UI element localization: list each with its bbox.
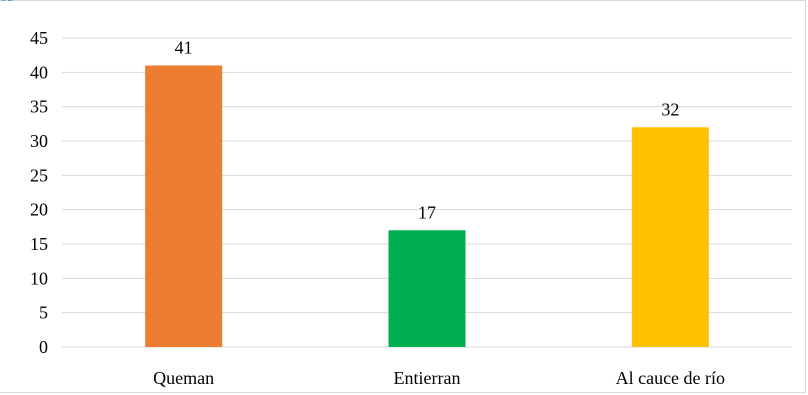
data-labels: 41 17 32 — [175, 37, 680, 222]
x-axis-category-labels: Queman Entierran Al cauce de río — [153, 368, 725, 388]
bar-1 — [388, 230, 466, 347]
y-tick-label: 10 — [30, 268, 48, 288]
x-category-label: Queman — [153, 368, 214, 388]
x-category-label: Al cauce de río — [616, 368, 725, 388]
header-fragment: o5 — [0, 0, 14, 5]
bar-0 — [145, 65, 223, 347]
y-tick-label: 35 — [30, 97, 48, 117]
y-tick-label: 0 — [39, 337, 48, 357]
x-category-label: Entierran — [394, 368, 461, 388]
y-tick-label: 15 — [30, 234, 48, 254]
y-axis-tick-labels: 0 5 10 15 20 25 30 35 40 45 — [30, 28, 48, 357]
y-tick-label: 40 — [30, 62, 48, 82]
data-label: 17 — [418, 202, 436, 222]
y-tick-label: 30 — [30, 131, 48, 151]
data-label: 41 — [175, 37, 193, 57]
bars — [145, 65, 709, 348]
y-tick-label: 45 — [30, 28, 48, 48]
y-tick-label: 25 — [30, 165, 48, 185]
y-tick-label: 20 — [30, 200, 48, 220]
y-tick-label: 5 — [39, 303, 48, 323]
data-label: 32 — [661, 99, 679, 119]
bar-2 — [631, 127, 709, 348]
